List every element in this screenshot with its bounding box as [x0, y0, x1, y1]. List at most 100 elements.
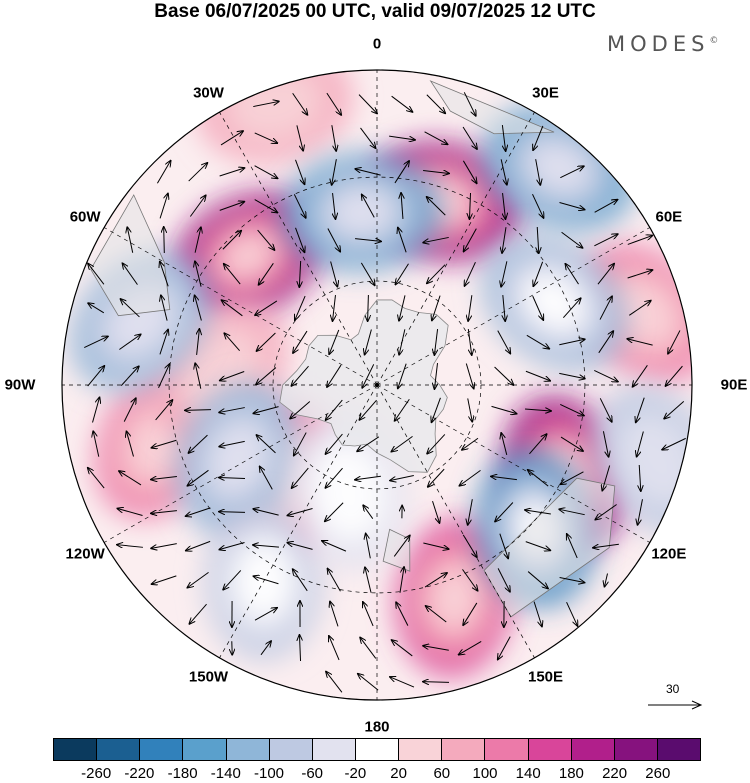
- wind-vector-219: [559, 339, 584, 346]
- wind-vector-75: [254, 608, 277, 621]
- wind-vector-127: [363, 602, 374, 627]
- anomaly-pos-4: [396, 520, 513, 676]
- wind-vector-174: [465, 363, 473, 389]
- colorbar-tick-11: 180: [558, 765, 584, 782]
- latitude-circle-2: [168, 176, 586, 594]
- wind-vector-17: [156, 161, 170, 184]
- wind-vector-237: [595, 504, 617, 519]
- wind-vector-6: [88, 468, 105, 489]
- wind-vector-242: [628, 301, 650, 316]
- wind-vector-124: [363, 505, 374, 519]
- wind-vector-175: [467, 398, 473, 421]
- wind-vector-110: [329, 636, 340, 661]
- wind-vector-164: [423, 646, 449, 651]
- colorbar-segment-8: [399, 739, 443, 760]
- wind-vector-116: [355, 239, 381, 242]
- wind-vector-86: [290, 401, 311, 418]
- wind-vector-118: [368, 294, 369, 321]
- lon-label-90e: 90E: [720, 376, 748, 394]
- wind-vector-60: [253, 101, 278, 108]
- wind-vector-167: [462, 126, 477, 149]
- wind-vector-200: [535, 159, 541, 185]
- wind-vector-205: [526, 334, 549, 348]
- meridian-60: [376, 224, 656, 386]
- wind-vector-95: [331, 125, 336, 151]
- colorbar-tick-12: 220: [602, 765, 628, 782]
- wind-vector-247: [639, 464, 641, 491]
- meridian-210: [216, 384, 378, 664]
- wind-vector-82: [299, 260, 300, 287]
- wind-vector-236: [602, 465, 611, 491]
- wind-vector-158: [427, 434, 446, 453]
- wind-vector-99: [330, 261, 338, 286]
- wind-vector-108: [328, 569, 341, 592]
- latitude-circle-1: [272, 280, 482, 490]
- wind-vector-153: [427, 264, 446, 284]
- wind-vector-173: [467, 329, 471, 355]
- africa-outline: [429, 80, 555, 135]
- wind-vector-204: [532, 295, 544, 320]
- colorbar-tick-13: 260: [645, 765, 671, 782]
- wind-vector-32: [194, 227, 201, 253]
- wind-vector-147: [390, 677, 415, 688]
- wind-vector-232: [598, 331, 613, 354]
- colorbar-tick-1: -220: [124, 765, 155, 782]
- wind-vector-40: [186, 507, 211, 516]
- wind-vector-178: [468, 499, 473, 525]
- wind-vector-161: [423, 542, 448, 549]
- wind-vector-186: [502, 227, 507, 253]
- wind-vector-33: [195, 261, 202, 287]
- colorbar-tick-8: 60: [433, 765, 451, 782]
- wind-vector-27: [151, 511, 177, 514]
- wind-vector-230: [597, 264, 614, 285]
- wind-vector-44: [220, 131, 243, 146]
- wind-vector-213: [533, 601, 542, 627]
- wind-vector-36: [195, 363, 202, 389]
- wind-vector-190: [494, 366, 514, 385]
- colorbar-tick-3: -140: [210, 765, 241, 782]
- wind-vector-194: [495, 502, 514, 521]
- wind-vector-98: [327, 228, 340, 252]
- wind-vector-234: [599, 398, 611, 421]
- wind-vector-196: [497, 568, 510, 591]
- wind-vector-104: [326, 433, 343, 454]
- wind-vector-106: [325, 502, 344, 522]
- meridian-120: [376, 384, 656, 546]
- wind-vector-38: [189, 434, 208, 453]
- colorbar-segment-6: [312, 739, 356, 760]
- wind-vector-79: [295, 159, 304, 184]
- map-title: Base 06/07/2025 00 UTC, valid 09/07/2025…: [154, 1, 596, 22]
- new-zealand-outline: [382, 528, 411, 572]
- wind-vector-252: [662, 437, 686, 449]
- wind-vector-68: [256, 367, 277, 385]
- wind-vector-119: [365, 329, 372, 354]
- meridian-300: [98, 224, 378, 386]
- wind-vector-192: [501, 433, 508, 456]
- colorbar-tick-6: -20: [344, 765, 367, 782]
- wind-vector-100: [333, 295, 336, 321]
- wind-vector-249: [668, 330, 681, 353]
- colorbar-tick-10: 140: [515, 765, 541, 782]
- wind-vector-201: [532, 194, 543, 218]
- wind-vector-53: [219, 440, 245, 446]
- wind-vector-159: [428, 468, 445, 487]
- wind-vector-83: [295, 295, 306, 320]
- wind-vector-134: [398, 228, 407, 253]
- wind-vector-24: [155, 400, 173, 421]
- wind-vector-9: [121, 299, 140, 318]
- wind-vector-215: [559, 201, 584, 209]
- wind-vector-71: [260, 467, 273, 490]
- wind-vector-224: [559, 509, 585, 516]
- wind-vector-157: [432, 397, 441, 422]
- wind-vector-80: [293, 194, 305, 217]
- wind-vector-220: [559, 372, 584, 378]
- lon-label-90w: 90W: [4, 376, 36, 394]
- wind-vector-62: [254, 165, 278, 179]
- wind-vector-235: [602, 431, 608, 456]
- colorbar-tick-9: 100: [472, 765, 498, 782]
- wind-vector-48: [224, 264, 241, 285]
- wind-vector-63: [254, 199, 278, 213]
- wind-vector-103: [326, 399, 343, 420]
- wind-vector-29: [152, 575, 177, 584]
- wind-vector-218: [562, 298, 580, 319]
